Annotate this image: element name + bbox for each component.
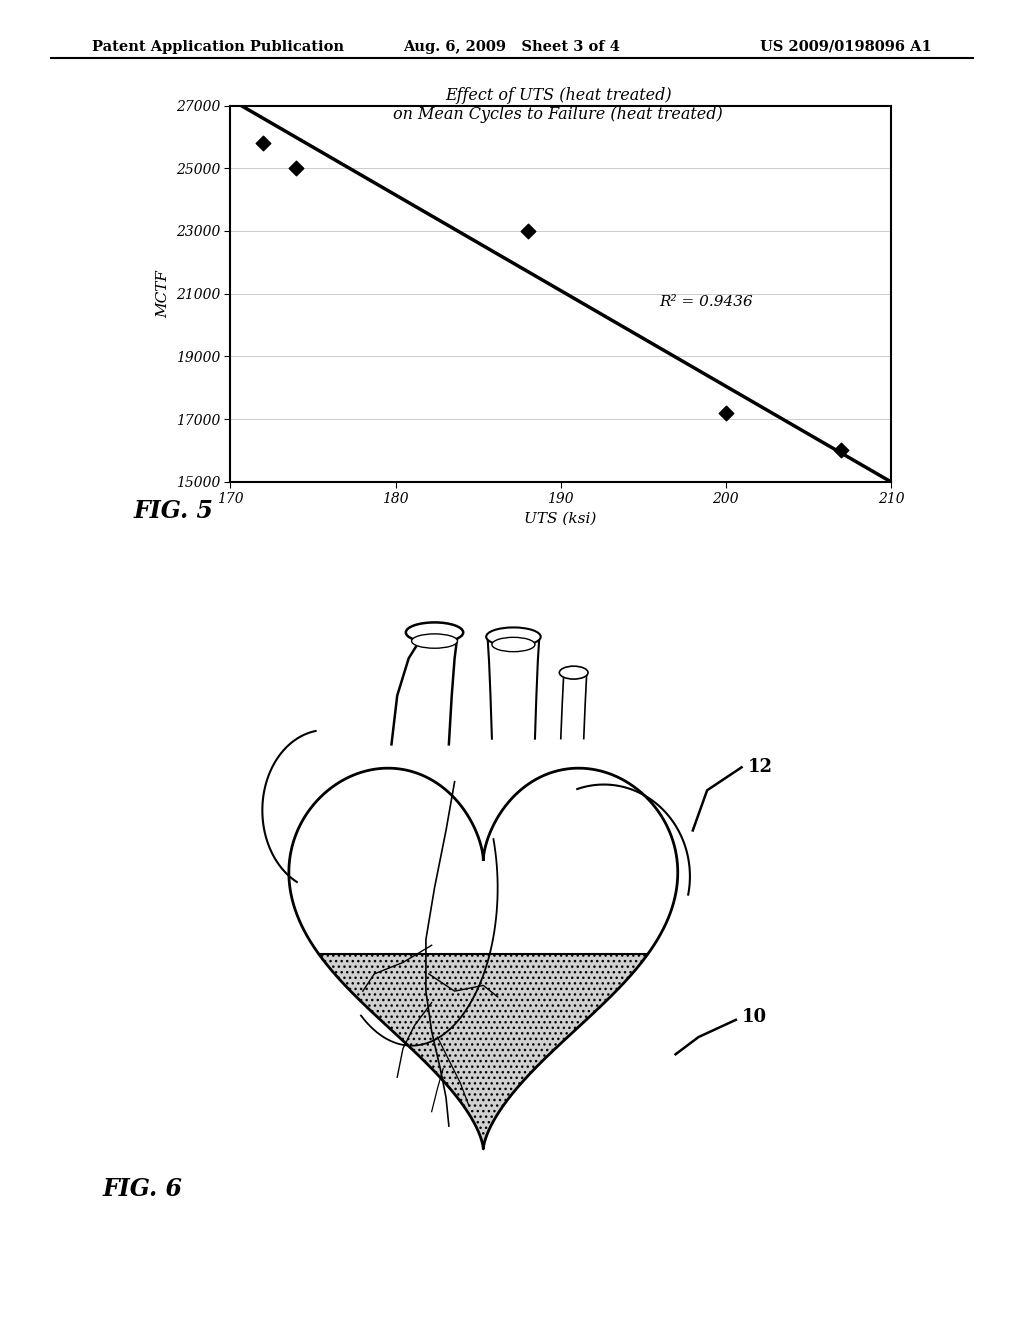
Polygon shape — [318, 954, 648, 1148]
Text: 12: 12 — [748, 758, 772, 776]
Point — [255, 133, 271, 154]
Text: Aug. 6, 2009   Sheet 3 of 4: Aug. 6, 2009 Sheet 3 of 4 — [403, 40, 621, 54]
Text: FIG. 5: FIG. 5 — [133, 499, 213, 523]
Text: on Mean Cycles to Failure (heat treated): on Mean Cycles to Failure (heat treated) — [393, 106, 723, 123]
X-axis label: UTS (ksi): UTS (ksi) — [524, 512, 597, 525]
Text: R² = 0.9436: R² = 0.9436 — [659, 296, 754, 309]
Y-axis label: MCTF: MCTF — [156, 269, 170, 318]
Text: US 2009/0198096 A1: US 2009/0198096 A1 — [760, 40, 932, 54]
Text: Patent Application Publication: Patent Application Publication — [92, 40, 344, 54]
Point — [834, 440, 850, 461]
Point — [289, 158, 305, 180]
Ellipse shape — [486, 627, 541, 645]
Polygon shape — [289, 768, 678, 1148]
Text: 10: 10 — [741, 1008, 767, 1026]
Point — [519, 220, 536, 242]
Ellipse shape — [492, 638, 535, 652]
Text: FIG. 6: FIG. 6 — [102, 1177, 182, 1201]
Text: Effect of UTS (heat treated): Effect of UTS (heat treated) — [444, 87, 672, 104]
Ellipse shape — [559, 667, 588, 678]
Polygon shape — [318, 954, 648, 1148]
Ellipse shape — [406, 623, 463, 643]
Point — [718, 403, 734, 424]
Ellipse shape — [412, 634, 458, 648]
